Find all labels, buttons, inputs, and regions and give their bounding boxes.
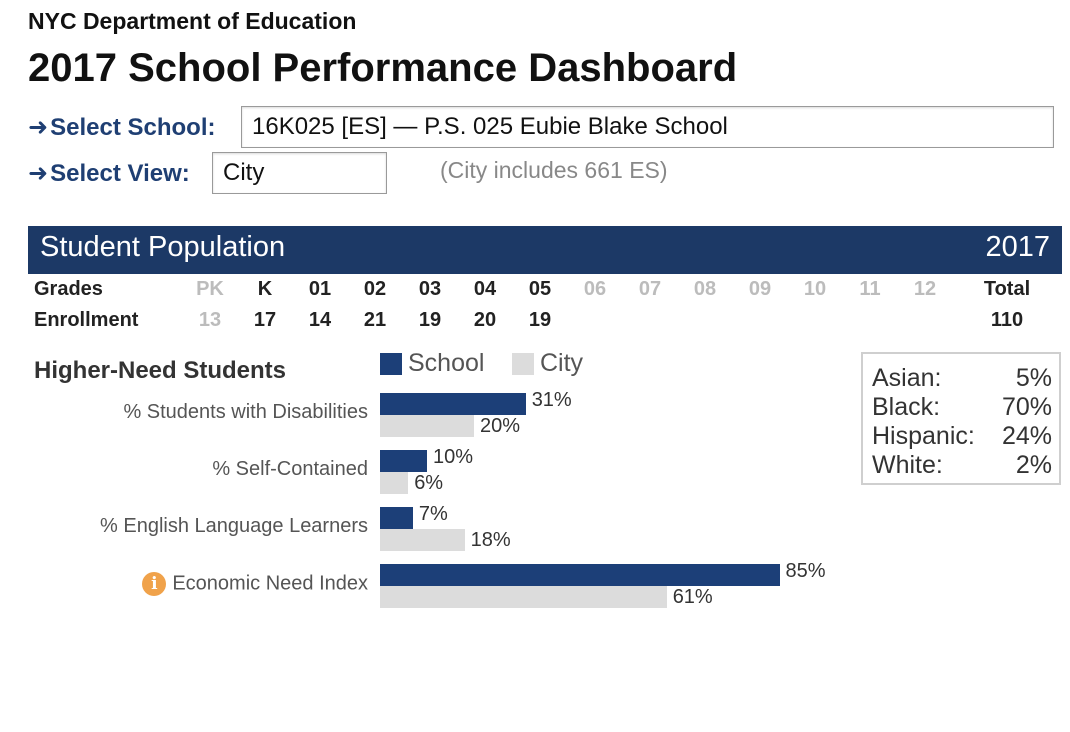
ethnicity-box: Asian: 5% Black: 70% Hispanic: 24% White: 2% xyxy=(861,352,1061,485)
enrollment-pk: 13 xyxy=(198,309,222,331)
grade-header-06: 06 xyxy=(583,278,607,300)
grade-header-pk: PK xyxy=(196,278,224,300)
grade-header-05: 05 xyxy=(528,278,552,300)
ethnicity-value: 2% xyxy=(1015,451,1052,479)
legend-city-swatch xyxy=(512,353,534,375)
ethnicity-row-asian: Asian: 5% xyxy=(872,364,1052,393)
school-value-label: 10% xyxy=(433,446,474,468)
grade-header-07: 07 xyxy=(638,278,662,300)
metric-label: % Students with Disabilities xyxy=(28,401,368,424)
ethnicity-value: 5% xyxy=(1015,364,1052,392)
grade-header-11: 11 xyxy=(859,278,881,300)
legend-city-label: City xyxy=(540,349,584,377)
grade-header-12: 12 xyxy=(913,278,937,300)
arrow-right-icon: ➜ xyxy=(28,160,49,187)
school-bar xyxy=(380,393,526,415)
ethnicity-row-black: Black: 70% xyxy=(872,393,1052,422)
school-value-label: 31% xyxy=(531,389,572,411)
ethnicity-row-hispanic: Hispanic: 24% xyxy=(872,422,1052,451)
metric-label: i Economic Need Index xyxy=(28,572,368,596)
school-value-label: 85% xyxy=(785,560,826,582)
enrollment-row-label: Enrollment xyxy=(34,309,139,331)
grade-header-03: 03 xyxy=(418,278,442,300)
enrollment-03: 19 xyxy=(418,309,442,331)
ethnicity-label: Hispanic: xyxy=(872,422,975,450)
city-note: (City includes 661 ES) xyxy=(440,157,668,183)
enrollment-k: 17 xyxy=(253,309,277,331)
ethnicity-label: Black: xyxy=(872,393,941,421)
city-value-label: 6% xyxy=(414,472,444,494)
select-view-label-text: Select View: xyxy=(50,160,190,187)
ethnicity-label: White: xyxy=(872,451,943,479)
school-bar xyxy=(380,564,780,586)
ethnicity-value: 24% xyxy=(1001,422,1052,450)
select-school-label: ➜Select School: xyxy=(28,113,215,142)
city-value-label: 61% xyxy=(672,586,713,608)
city-bar xyxy=(380,472,409,494)
enrollment-01: 14 xyxy=(308,309,332,331)
enrollment-05: 19 xyxy=(528,309,552,331)
school-select[interactable]: 16K025 [ES] — P.S. 025 Eubie Blake Schoo… xyxy=(241,106,1054,148)
select-school-label-text: Select School: xyxy=(50,114,216,141)
grade-header-08: 08 xyxy=(693,278,717,300)
city-bar xyxy=(380,415,474,437)
metric-label-text: % English Language Learners xyxy=(100,515,368,538)
legend-school-label: School xyxy=(408,349,485,377)
city-value-label: 20% xyxy=(480,415,521,437)
metric-label: % Self-Contained xyxy=(28,458,368,481)
metric-label-text: % Self-Contained xyxy=(212,458,368,481)
population-year: 2017 xyxy=(985,231,1050,263)
total-enrollment: 110 xyxy=(990,309,1024,331)
metric-label: % English Language Learners xyxy=(28,515,368,538)
grade-header-k: K xyxy=(257,278,273,300)
ethnicity-row-white: White: 2% xyxy=(872,451,1052,480)
total-label: Total xyxy=(983,278,1031,300)
ethnicity-value: 70% xyxy=(1001,393,1052,421)
info-icon[interactable]: i xyxy=(142,572,167,596)
city-value-label: 18% xyxy=(470,529,511,551)
page-title: 2017 School Performance Dashboard xyxy=(28,46,738,90)
grades-row-label: Grades xyxy=(34,278,103,300)
enrollment-02: 21 xyxy=(363,309,387,331)
metric-label-text: % Students with Disabilities xyxy=(123,401,368,424)
city-bar xyxy=(380,529,465,551)
grade-header-09: 09 xyxy=(748,278,772,300)
student-population-title: Student Population xyxy=(40,231,286,263)
view-select[interactable]: City xyxy=(212,152,387,194)
select-view-label: ➜Select View: xyxy=(28,159,190,188)
ethnicity-label: Asian: xyxy=(872,364,942,392)
department-name: NYC Department of Education xyxy=(28,8,357,34)
city-bar xyxy=(380,586,667,608)
school-value-label: 7% xyxy=(418,503,448,525)
school-bar xyxy=(380,450,427,472)
legend-school-swatch xyxy=(380,353,402,375)
school-bar xyxy=(380,507,413,529)
student-population-header: Student Population 2017 xyxy=(28,226,1062,274)
grade-header-10: 10 xyxy=(803,278,827,300)
grade-header-01: 01 xyxy=(308,278,332,300)
enrollment-04: 20 xyxy=(473,309,497,331)
grade-header-02: 02 xyxy=(363,278,387,300)
higher-need-title: Higher-Need Students xyxy=(34,357,287,384)
metric-label-text: Economic Need Index xyxy=(172,572,368,595)
grade-header-04: 04 xyxy=(473,278,497,300)
arrow-right-icon: ➜ xyxy=(28,114,49,141)
